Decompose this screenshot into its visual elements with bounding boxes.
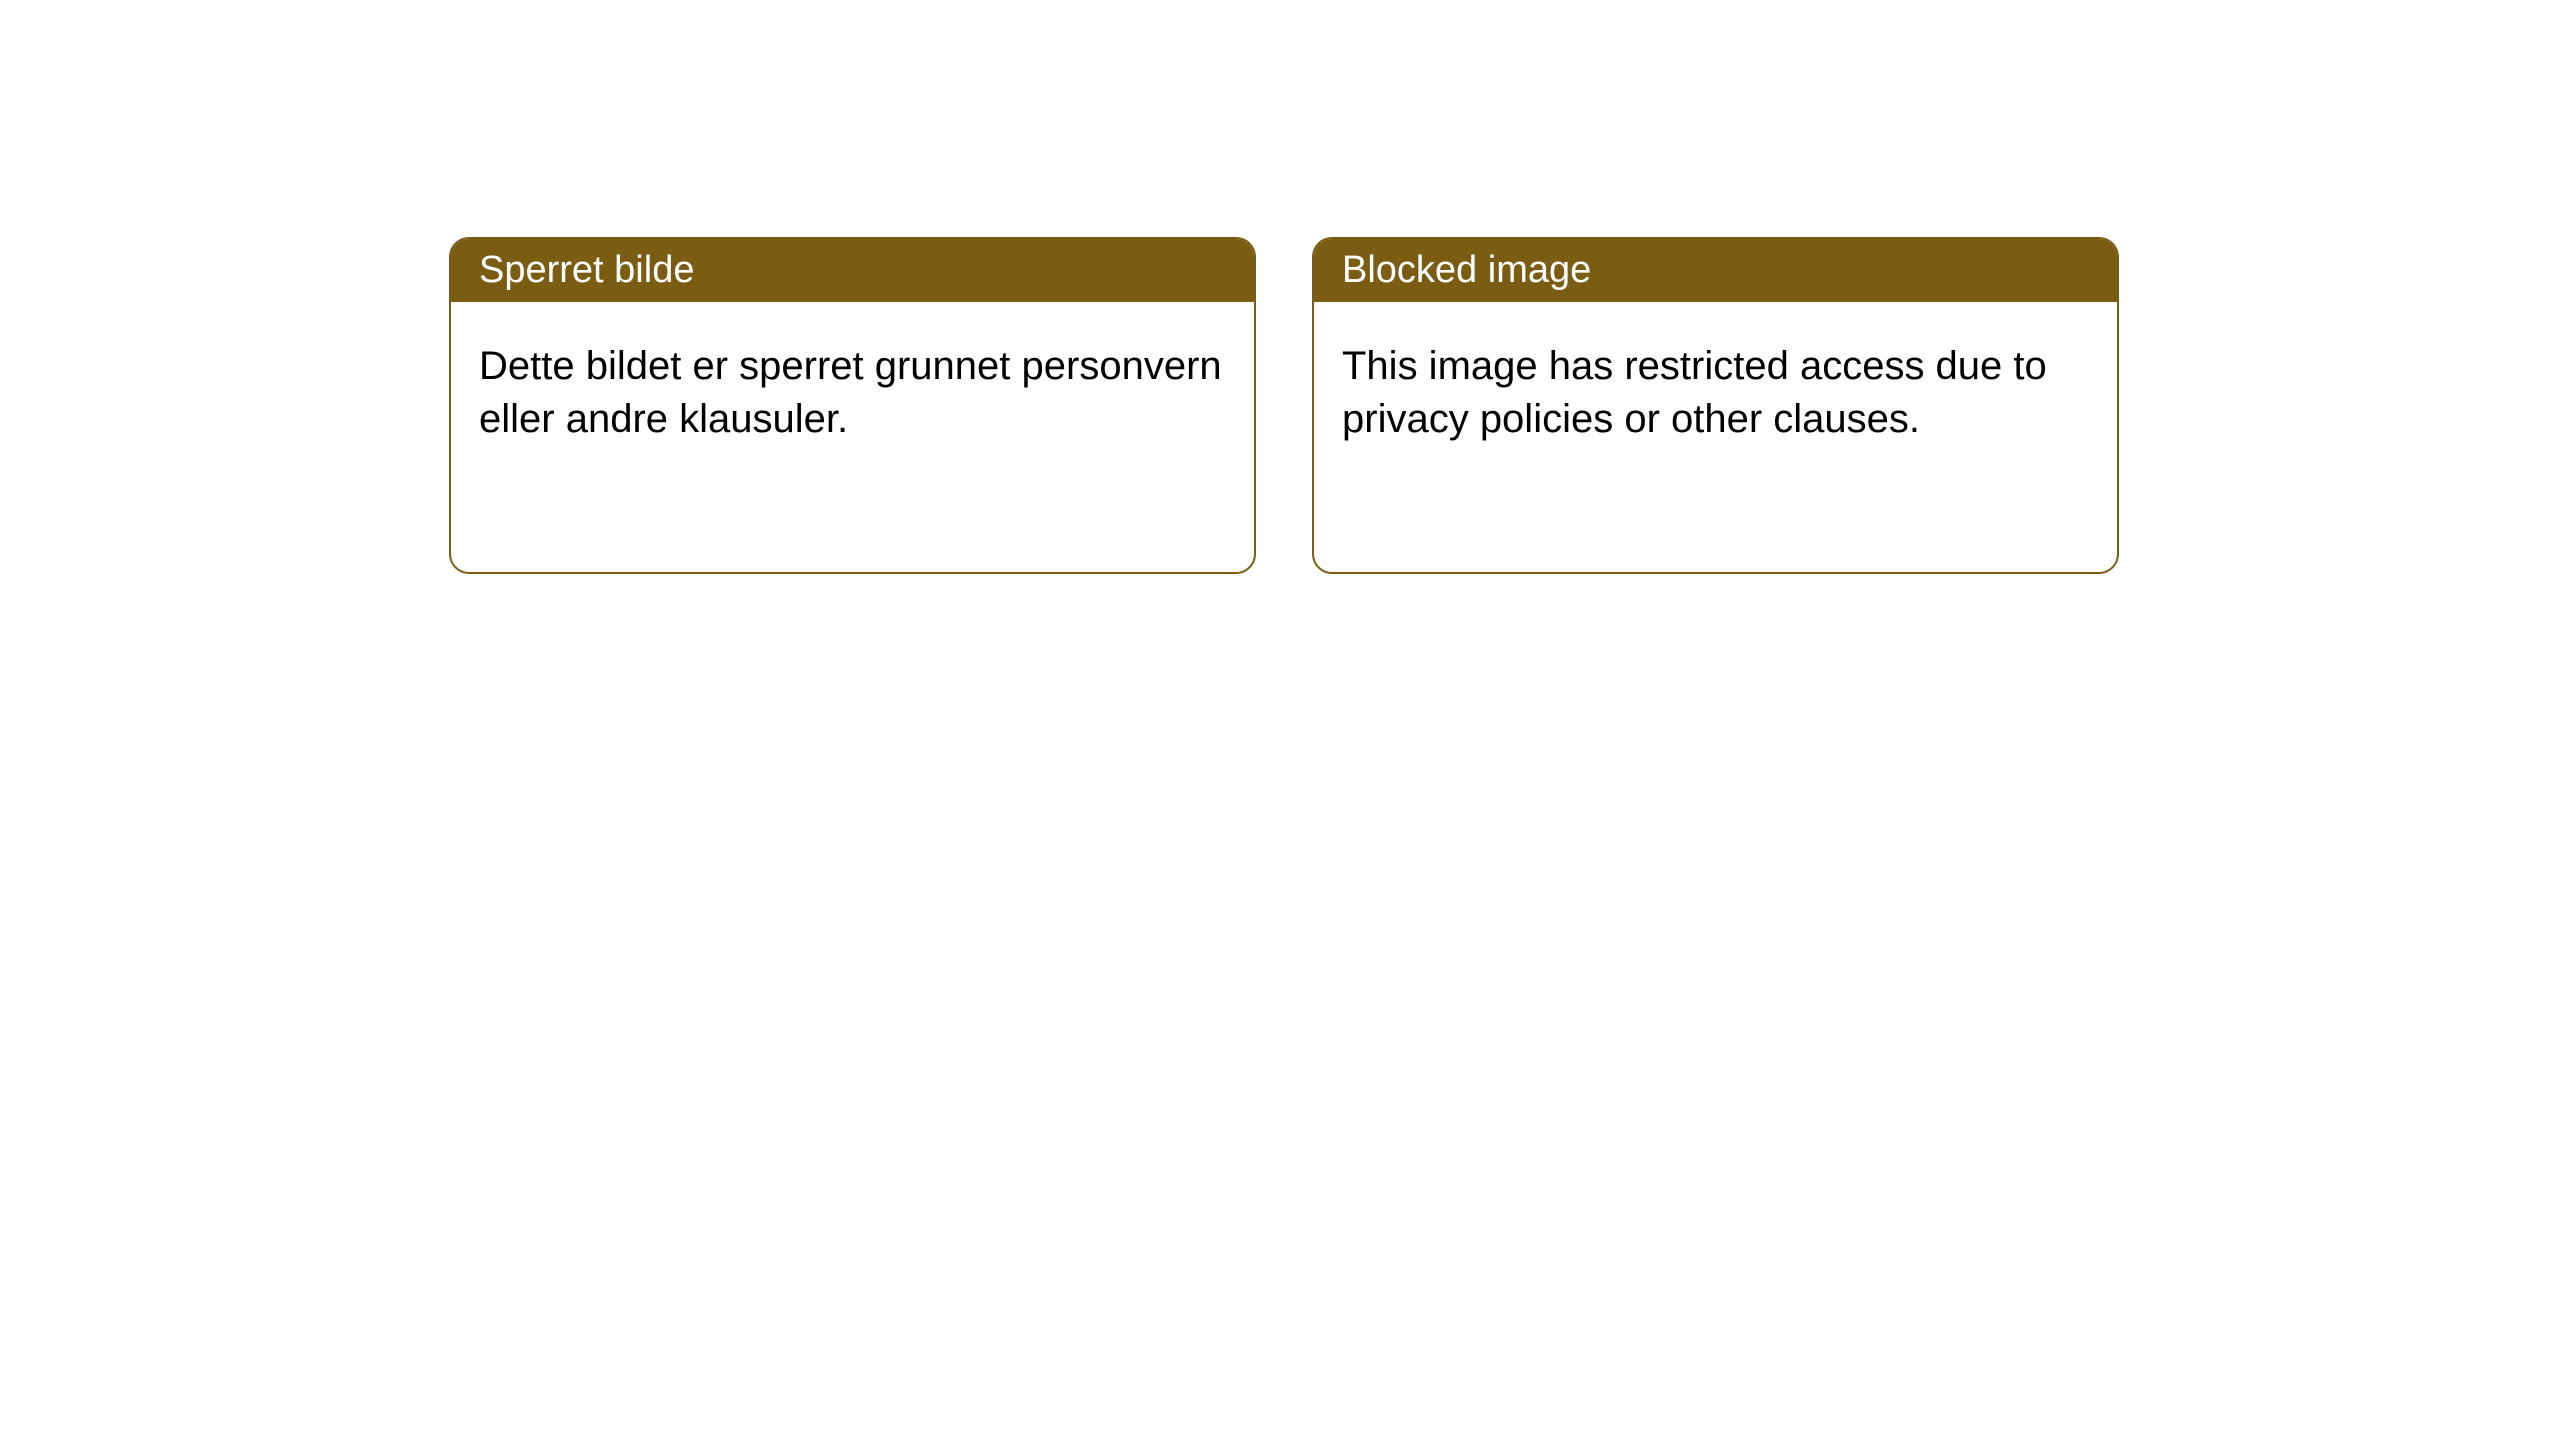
card-body: This image has restricted access due to … <box>1314 302 2117 484</box>
notice-container: Sperret bilde Dette bildet er sperret gr… <box>0 0 2560 574</box>
card-body: Dette bildet er sperret grunnet personve… <box>451 302 1254 484</box>
card-message: This image has restricted access due to … <box>1342 344 2047 441</box>
card-header: Sperret bilde <box>451 239 1254 302</box>
card-message: Dette bildet er sperret grunnet personve… <box>479 344 1222 441</box>
notice-card-english: Blocked image This image has restricted … <box>1312 237 2119 574</box>
card-title: Blocked image <box>1342 249 1591 291</box>
card-title: Sperret bilde <box>479 249 694 291</box>
notice-card-norwegian: Sperret bilde Dette bildet er sperret gr… <box>449 237 1256 574</box>
card-header: Blocked image <box>1314 239 2117 302</box>
